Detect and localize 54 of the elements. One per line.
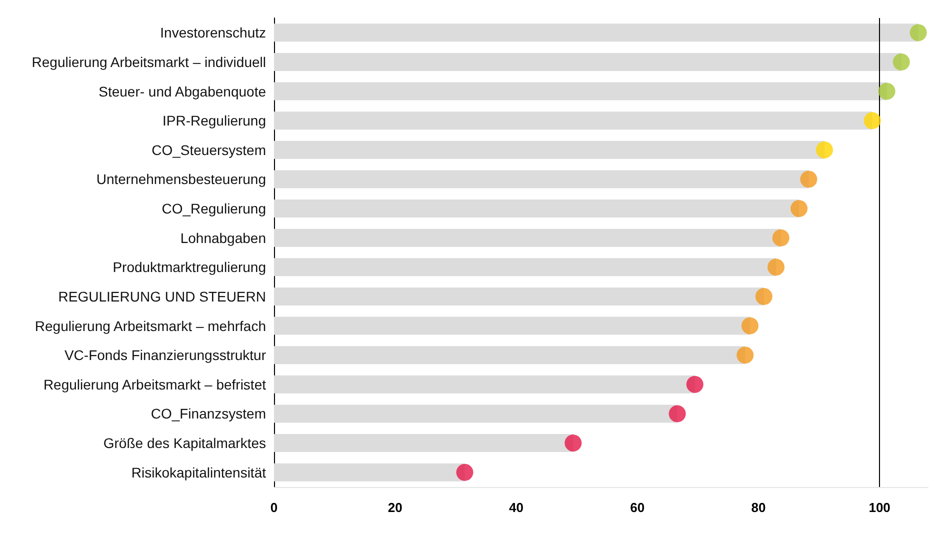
y-tick-label: Steuer- und Abgabenquote <box>98 83 266 100</box>
y-tick-label: Größe des Kapitalmarktes <box>103 435 266 452</box>
bar <box>274 52 902 71</box>
x-tick-label: 60 <box>630 500 645 515</box>
bar <box>274 463 465 482</box>
bar <box>274 170 809 188</box>
bar <box>274 434 574 452</box>
y-tick-label: Regulierung Arbeitsmarkt – befristet <box>43 376 266 392</box>
x-tick-label: 80 <box>751 500 766 515</box>
y-tick-label: Lohnabgaben <box>180 230 266 246</box>
bar <box>274 404 678 423</box>
point <box>456 464 474 481</box>
y-tick-label: Risikokapitalintensität <box>131 464 266 480</box>
y-tick-label: Investorenschutz <box>160 24 266 41</box>
point <box>878 82 896 100</box>
point <box>864 112 881 130</box>
point <box>800 170 818 188</box>
point <box>816 141 833 158</box>
bar <box>274 24 918 42</box>
y-tick-label: IPR-Regulierung <box>162 112 266 129</box>
bar <box>274 375 695 394</box>
bar <box>274 316 750 335</box>
y-tick-label: CO_Regulierung <box>162 200 266 217</box>
point <box>768 258 785 276</box>
x-tick-label: 0 <box>270 500 278 515</box>
x-tick-label: 20 <box>388 500 402 515</box>
bar <box>274 82 887 100</box>
bar <box>274 287 764 306</box>
y-tick-label: Produktmarktregulierung <box>112 259 266 276</box>
y-tick-label: Unternehmensbesteuerung <box>96 171 266 188</box>
y-tick-label: Regulierung Arbeitsmarkt – mehrfach <box>34 318 266 334</box>
point <box>686 376 704 393</box>
bar <box>274 140 824 159</box>
bar <box>274 200 800 218</box>
point <box>741 317 758 334</box>
point <box>790 200 808 218</box>
x-tick-label: 100 <box>868 500 890 515</box>
bar <box>274 346 746 364</box>
point <box>564 434 582 452</box>
y-tick-label: Regulierung Arbeitsmarkt – individuell <box>32 54 266 70</box>
x-tick-label: 40 <box>508 500 524 515</box>
point <box>892 53 910 70</box>
y-tick-label: CO_Steuersystem <box>152 142 266 158</box>
point <box>755 288 772 305</box>
y-tick-label: CO_Finanzsystem <box>150 406 266 422</box>
y-tick-label: VC-Fonds Finanzierungsstruktur <box>64 347 266 364</box>
y-tick-label: REGULIERUNG UND STEUERN <box>58 288 266 304</box>
point <box>736 346 754 364</box>
point <box>910 24 927 42</box>
point <box>668 405 686 422</box>
bar <box>274 258 776 276</box>
bar <box>274 228 781 247</box>
point <box>772 229 790 246</box>
bar <box>274 112 872 130</box>
